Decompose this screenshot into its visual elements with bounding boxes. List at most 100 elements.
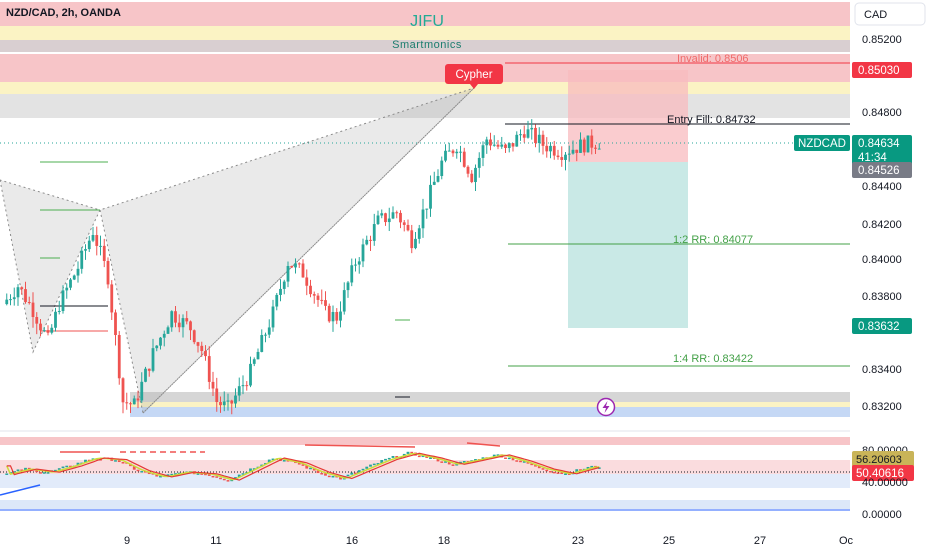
candle-body [564,154,567,160]
candle-body [410,230,414,249]
oscillator-bar [27,467,31,470]
oscillator-bar [346,474,350,477]
candle-body [27,302,31,304]
oscillator-bar [69,465,72,468]
oscillator-bar [316,470,320,473]
osc-k-tag-bg [852,451,914,467]
oscillator-bar [91,458,95,460]
oscillator-bar [410,451,414,454]
lightning-icon[interactable] [596,397,616,417]
candle-body [136,398,140,401]
osc-d-tag-bg [852,465,914,481]
oscillator-bar [140,471,144,473]
candle-body [429,184,432,209]
oscillator-bar [241,473,245,475]
candle-body [271,306,275,328]
candle-body [87,240,91,250]
oscillator-bar [121,462,125,464]
candle-body [264,334,267,336]
oscillator-bar [552,471,556,474]
candle-body [579,139,582,153]
candle-body [500,144,504,147]
oscillator-bar [226,480,230,482]
time-tick: 16 [346,535,358,547]
target-price-tag-bg [852,318,912,334]
symbol-header[interactable]: NZD/CAD, 2h, OANDA [6,7,121,19]
oscillator-bar [286,460,290,462]
candle-body [530,127,534,130]
oscillator-bar [24,467,27,471]
oscillator-bar [406,451,410,454]
oscillator-bar [440,461,444,463]
price-axis[interactable]: CAD 0.85200 0.84800 0.84400 0.84200 0.84… [794,0,932,550]
entry-price-tag-bg [852,162,912,178]
oscillator-bar [459,461,462,464]
position-tool[interactable] [568,70,688,328]
candle-body [282,281,286,289]
price-tick: 0.84000 [862,254,902,266]
candle-body [301,263,305,278]
oscillator-bar [515,460,519,462]
oscillator-bar [327,475,331,478]
cypher-label-pointer [470,84,478,89]
oscillator-bar [361,468,365,471]
candle-body [534,127,537,144]
candle-body [369,239,372,241]
currency-button-bg[interactable] [854,2,926,26]
candle-body [155,345,159,349]
candle-body [339,311,342,321]
candle-body [54,311,57,328]
time-tick: 25 [663,535,675,547]
candle-body [489,139,492,146]
oscillator-bar [331,475,335,478]
candle-body [207,356,211,382]
candle-body [24,289,27,303]
candle-body [586,135,590,153]
cypher-label[interactable]: Cypher [455,69,492,81]
candle-body [61,290,65,312]
candle-body [470,173,474,183]
oscillator-bar [556,472,560,474]
candle-body [159,337,162,346]
rr-1-2-label: 1:2 RR: 0.84077 [673,234,753,246]
cypher-pattern[interactable] [0,87,475,414]
time-axis[interactable]: 9 11 16 18 23 25 27 Oc [124,535,854,547]
candle-body [166,327,170,334]
oscillator-bar [219,477,222,480]
oscillator-bar [301,464,305,466]
supply-zone-band-lower [0,54,850,82]
oscillator-bar [42,472,46,474]
price-tick: 0.85200 [862,34,902,46]
oscillator-bar [117,460,121,463]
oscillator-bar [54,469,57,472]
candle-body [365,239,369,245]
candle-body [222,401,226,406]
candle-body [395,212,399,214]
candle-body [421,209,425,229]
oscillator-bar [305,465,309,469]
currency-button[interactable]: CAD [864,9,887,21]
oscillator-bar [215,476,219,478]
oscillator-bar [451,464,455,466]
candle-body [110,284,114,313]
oscillator-bar [12,471,16,473]
time-tick: Oc [839,535,854,547]
oscillator-pane[interactable] [0,437,850,511]
cypher-label-bg[interactable] [445,64,503,84]
candle-body [256,351,260,360]
bar-countdown: 41:34 [858,152,887,164]
pattern-leg-bcd [99,87,475,414]
grey-zone-band-lower [0,94,850,118]
candle-body [237,386,241,396]
oscillator-bar [46,472,50,474]
candle-body [459,151,462,153]
candle-body [196,342,200,346]
oscillator-bar [320,472,324,475]
oscillator-bar [20,469,24,471]
candle-body [331,311,335,322]
oscillator-bar [365,466,369,469]
candle-body [399,212,402,223]
candle-body [267,327,271,335]
candle-body [125,402,129,404]
